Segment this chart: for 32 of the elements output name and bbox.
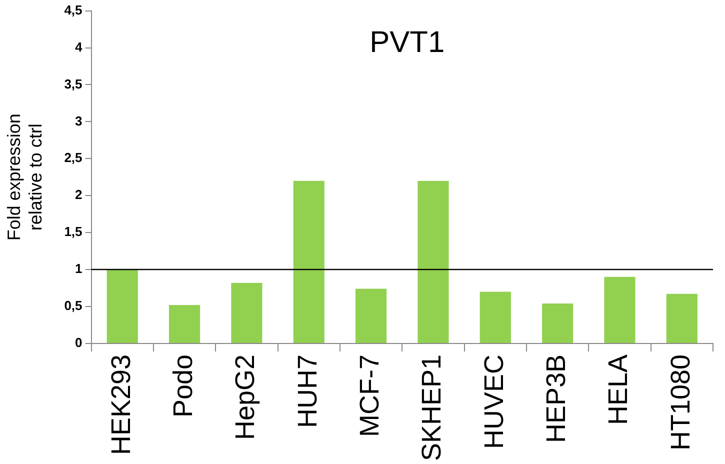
bar [480, 292, 511, 343]
y-tick-label: 0 [75, 335, 82, 350]
y-tick-label: 3,5 [64, 76, 82, 92]
x-tick-label: MCF-7 [354, 354, 385, 437]
x-tick-label: HUVEC [478, 354, 509, 449]
y-tick-label: 2,5 [64, 150, 82, 166]
x-tick-label: HT1080 [665, 354, 696, 451]
x-tick-label: HELA [603, 354, 634, 425]
y-tick-label: 4,5 [64, 2, 82, 18]
bar [356, 288, 387, 343]
bar [418, 180, 449, 343]
text: PVT1 [370, 26, 445, 60]
y-axis-title: Fold expression relative to ctrl [4, 114, 46, 241]
y-tick-label: 4 [75, 39, 84, 54]
bar [666, 294, 698, 343]
x-tick-label: Podo [168, 354, 198, 418]
x-tick-label: HEK293 [106, 354, 136, 456]
x-tick-label: HepG2 [230, 354, 260, 440]
bar [231, 282, 262, 343]
x-tick-label: HEP3B [541, 354, 572, 443]
y-tick-label: 1,5 [64, 224, 82, 240]
bar [542, 304, 574, 343]
bar [106, 270, 138, 343]
y-tick-label: 2 [75, 187, 82, 202]
y-tick-label: 3 [75, 113, 82, 128]
bar [168, 305, 200, 343]
x-tick-label: SKHEP1 [416, 354, 447, 462]
bar [293, 180, 324, 343]
y-tick-label: 1 [75, 261, 82, 276]
bar [604, 276, 636, 343]
x-tick-label: HUH7 [292, 354, 322, 428]
y-tick-label: 0,5 [64, 298, 82, 314]
